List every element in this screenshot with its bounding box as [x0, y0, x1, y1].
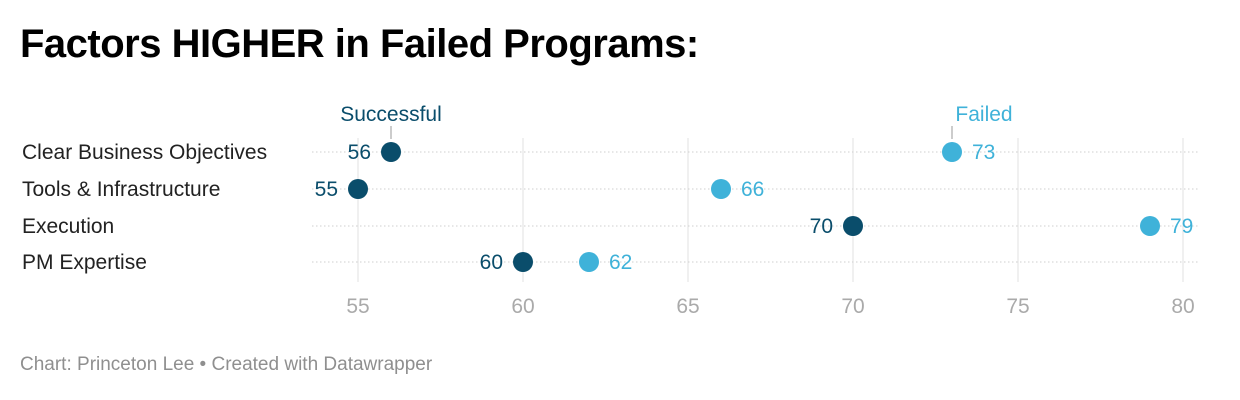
dot-failed: [711, 179, 731, 199]
dot-failed: [1140, 216, 1160, 236]
value-label-failed: 62: [609, 251, 632, 274]
category-label: Clear Business Objectives: [22, 141, 267, 164]
chart-title: Factors HIGHER in Failed Programs:: [20, 22, 699, 66]
x-tick-label-80: 80: [1171, 295, 1194, 318]
x-tick-label-55: 55: [346, 295, 369, 318]
x-tick-label-75: 75: [1006, 295, 1029, 318]
chart-credit: Chart: Princeton Lee • Created with Data…: [20, 354, 433, 375]
value-label-failed: 66: [741, 178, 764, 201]
range-dot-chart: 55 60 65 70 75 80 Clear Business Objectives To…: [22, 103, 1200, 318]
value-label-successful: 60: [480, 251, 503, 274]
category-label: PM Expertise: [22, 251, 147, 274]
x-tick-label-65: 65: [676, 295, 699, 318]
dot-successful: [843, 216, 863, 236]
value-label-successful: 70: [810, 215, 833, 238]
dot-successful: [381, 142, 401, 162]
legend-successful-label: Successful: [340, 103, 442, 126]
x-tick-label-60: 60: [511, 295, 534, 318]
value-label-successful: 56: [348, 141, 371, 164]
dot-failed: [942, 142, 962, 162]
dot-successful: [348, 179, 368, 199]
x-tick-label-70: 70: [841, 295, 864, 318]
dot-successful: [513, 252, 533, 272]
value-label-failed: 73: [972, 141, 995, 164]
category-label: Execution: [22, 215, 114, 238]
value-label-failed: 79: [1170, 215, 1193, 238]
legend-failed-label: Failed: [955, 103, 1012, 126]
value-label-successful: 55: [315, 178, 338, 201]
category-label: Tools & Infrastructure: [22, 178, 220, 201]
dot-failed: [579, 252, 599, 272]
